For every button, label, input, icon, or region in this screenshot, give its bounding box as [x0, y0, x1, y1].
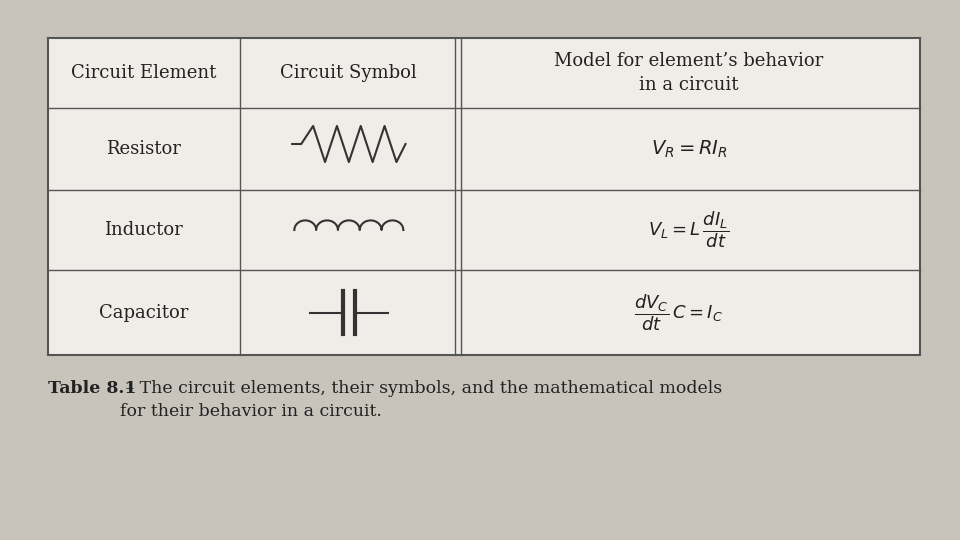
Text: Inductor: Inductor	[105, 221, 183, 239]
Bar	[458, 38, 920, 108]
Text: Capacitor: Capacitor	[99, 303, 188, 321]
Text: Table 8.1: Table 8.1	[48, 380, 136, 397]
Bar	[240, 108, 458, 190]
Text: $V_L = L\,\dfrac{dI_L}{dt}$: $V_L = L\,\dfrac{dI_L}{dt}$	[648, 210, 730, 251]
Bar	[458, 190, 920, 270]
Bar	[48, 38, 240, 108]
Text: – The circuit elements, their symbols, and the mathematical models
for their beh: – The circuit elements, their symbols, a…	[120, 380, 722, 421]
Text: Circuit Element: Circuit Element	[71, 64, 217, 82]
Bar	[458, 270, 920, 355]
Bar	[458, 108, 920, 190]
Text: Circuit Symbol: Circuit Symbol	[280, 64, 418, 82]
Bar	[240, 38, 458, 108]
Bar	[240, 270, 458, 355]
Bar	[48, 270, 240, 355]
Text: Model for element’s behavior
in a circuit: Model for element’s behavior in a circui…	[554, 51, 824, 94]
Bar	[48, 108, 240, 190]
Bar	[240, 190, 458, 270]
Bar	[48, 190, 240, 270]
Text: $\dfrac{dV_C}{dt}\,C = I_C$: $\dfrac{dV_C}{dt}\,C = I_C$	[635, 292, 724, 333]
Text: $V_R = RI_R$: $V_R = RI_R$	[651, 138, 728, 160]
Text: Resistor: Resistor	[107, 140, 181, 158]
